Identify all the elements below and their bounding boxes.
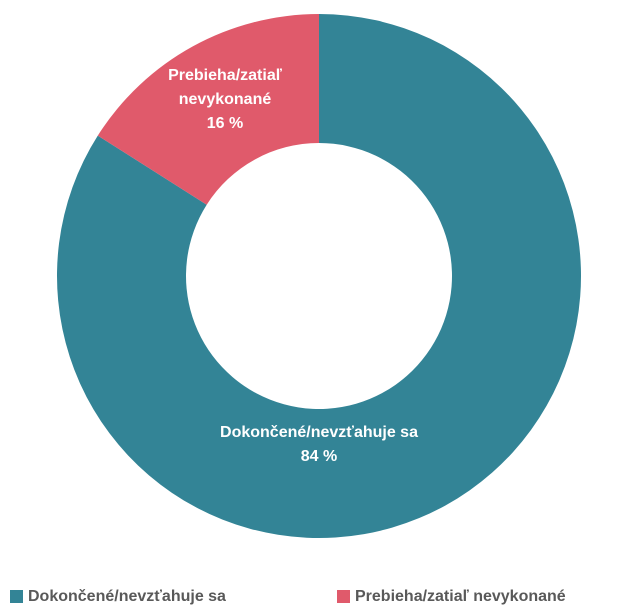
slice-label: Prebieha/zatiaľ nevykonané (168, 67, 283, 108)
slice-label: Dokončené/nevzťahuje sa (220, 424, 418, 441)
slice-value-label: 84 % (301, 448, 337, 465)
legend-label: Dokončené/nevzťahuje sa (28, 588, 226, 605)
legend-label: Prebieha/zatiaľ nevykonané (355, 588, 566, 605)
donut-slice (97, 14, 319, 205)
legend-swatch (10, 590, 23, 603)
legend-swatch (337, 590, 350, 603)
slice-value-label: 16 % (207, 115, 243, 132)
donut-slice (57, 14, 582, 538)
